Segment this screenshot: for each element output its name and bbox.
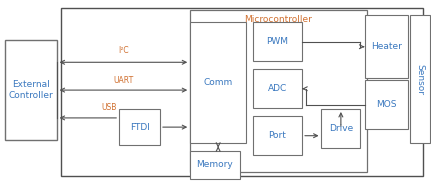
Text: External
Controller: External Controller [9,80,53,100]
Text: Heater: Heater [371,42,401,51]
Text: UART: UART [113,76,133,85]
Text: Comm: Comm [203,78,233,87]
Bar [365,80,408,129]
Text: I²C: I²C [118,46,129,55]
Bar [253,22,302,61]
Bar [253,69,302,108]
Text: Port: Port [268,131,286,140]
Bar [410,15,430,143]
Bar [190,22,246,143]
Text: Drive: Drive [329,124,353,133]
Text: Sensor: Sensor [416,64,425,95]
Text: MOS: MOS [376,100,396,109]
Bar [119,109,160,145]
Text: FTDI: FTDI [130,123,149,132]
Text: USB: USB [102,104,117,112]
Bar [5,40,57,140]
Bar [190,10,367,172]
Bar [253,116,302,155]
Bar [61,8,422,176]
Text: Microcontroller: Microcontroller [245,15,312,24]
Bar [365,15,408,78]
Text: Memory: Memory [197,160,233,169]
Text: ADC: ADC [268,84,287,93]
Bar [190,151,240,179]
Bar [321,109,360,148]
Text: PWM: PWM [267,37,289,46]
